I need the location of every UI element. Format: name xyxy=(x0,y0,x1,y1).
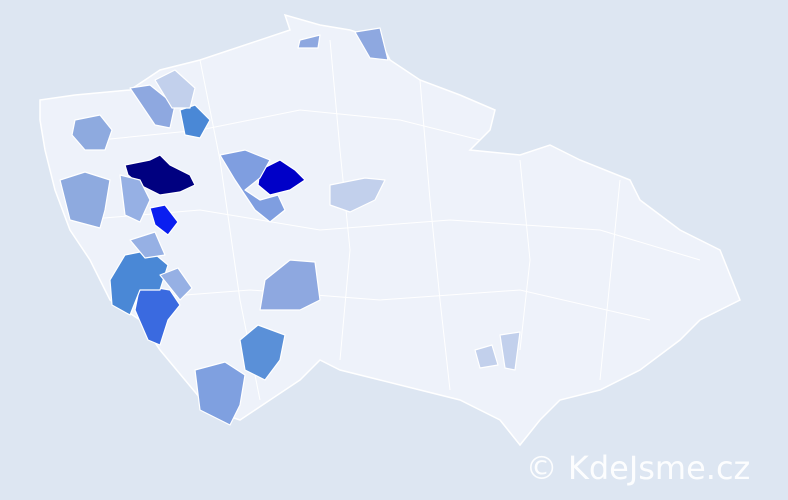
districts xyxy=(59,27,521,426)
district xyxy=(71,114,113,151)
district xyxy=(149,204,179,236)
district xyxy=(59,171,111,229)
district xyxy=(154,69,196,109)
district xyxy=(179,104,211,139)
watermark: © KdeJsme.cz xyxy=(526,449,751,487)
district xyxy=(499,331,521,371)
district xyxy=(134,284,181,346)
district xyxy=(297,34,321,49)
district xyxy=(129,231,166,259)
district xyxy=(194,361,246,426)
district xyxy=(329,177,386,213)
country xyxy=(39,13,741,447)
district xyxy=(474,344,499,369)
district xyxy=(259,259,321,311)
district xyxy=(159,267,193,301)
district xyxy=(257,159,306,196)
district xyxy=(129,84,176,129)
district xyxy=(119,174,151,223)
district xyxy=(219,149,286,223)
district xyxy=(354,27,389,61)
district xyxy=(239,324,286,381)
